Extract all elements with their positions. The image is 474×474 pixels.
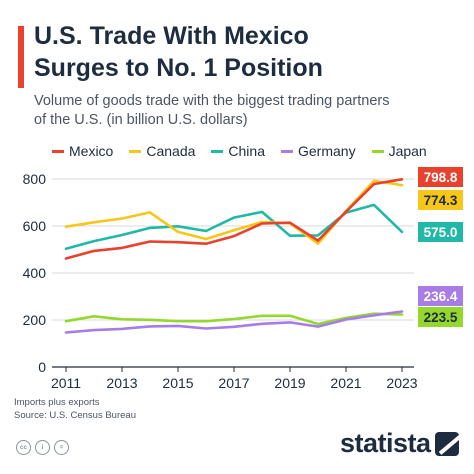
attribution-icon[interactable]: i	[35, 440, 50, 455]
y-tick-label-600: 600	[23, 218, 47, 234]
chart-title: U.S. Trade With Mexico Surges to No. 1 P…	[34, 20, 464, 84]
end-label-text-china: 575.0	[424, 225, 458, 240]
legend-swatch-germany	[281, 149, 293, 153]
legend-item-mexico: Mexico	[52, 143, 113, 159]
chart-legend: Mexico Canada China Germany Japan	[52, 143, 427, 159]
legend-label-china: China	[228, 143, 265, 159]
x-tick-label-2011: 2011	[51, 375, 81, 391]
series-line-germany	[64, 310, 404, 334]
no-derivatives-icon[interactable]: =	[54, 440, 69, 455]
legend-label-mexico: Mexico	[69, 143, 114, 159]
end-label-text-canada: 774.3	[424, 193, 458, 208]
end-label-japan: 223.5	[418, 307, 463, 327]
end-label-china: 575.0	[418, 222, 463, 242]
legend-item-canada: Canada	[129, 143, 195, 159]
x-tick-label-2019: 2019	[274, 375, 305, 391]
end-label-canada: 774.3	[418, 190, 463, 210]
x-tick-label-2017: 2017	[218, 375, 249, 391]
statista-mark-icon	[434, 431, 459, 456]
y-tick-label-200: 200	[23, 312, 47, 328]
legend-swatch-china	[211, 149, 224, 153]
title-line-1: U.S. Trade With Mexico	[34, 22, 309, 50]
end-label-mexico: 798.8	[418, 167, 463, 187]
end-label-box-canada	[418, 190, 463, 210]
end-label-box-japan	[418, 307, 463, 327]
end-label-text-germany: 236.4	[424, 289, 458, 304]
x-tick-label-2021: 2021	[330, 375, 361, 391]
end-label-text-japan: 223.5	[424, 310, 458, 325]
legend-swatch-mexico	[52, 149, 64, 153]
subtitle-line-1: Volume of goods trade with the biggest t…	[34, 93, 390, 109]
accent-bar	[18, 26, 24, 88]
legend-item-germany: Germany	[281, 143, 356, 159]
x-tick-label-2015: 2015	[162, 375, 193, 391]
end-label-box-germany	[418, 286, 463, 306]
end-label-text-mexico: 798.8	[424, 170, 458, 185]
subtitle-line-2: of the U.S. (in billion U.S. dollars)	[34, 112, 248, 128]
creative-commons-icon[interactable]: cc	[16, 440, 31, 455]
note-imports-exports: Imports plus exports	[14, 397, 100, 408]
y-tick-label-800: 800	[23, 171, 47, 187]
y-tick-label-0: 0	[38, 359, 46, 375]
x-tick-label-2023: 2023	[386, 375, 417, 391]
legend-label-canada: Canada	[146, 143, 196, 159]
line-chart: 0 200 400 600 800 2011 2013 2015 2017 2019 2021 202…	[23, 167, 463, 391]
y-tick-label-400: 400	[23, 265, 47, 281]
brand-name: statista	[340, 428, 431, 458]
end-label-box-mexico	[418, 167, 463, 187]
series-line-mexico	[64, 177, 404, 260]
license-icons: cc i =	[16, 440, 69, 455]
end-label-box-china	[418, 222, 463, 242]
legend-swatch-japan	[371, 149, 384, 153]
series-line-china	[64, 203, 404, 251]
series-line-japan	[64, 312, 404, 326]
note-source: Source: U.S. Census Bureau	[14, 410, 136, 421]
legend-item-japan: Japan	[371, 143, 427, 159]
legend-item-china: China	[211, 143, 265, 159]
chart-notes: Imports plus exports Source: U.S. Census…	[14, 396, 136, 422]
statista-logo[interactable]: statista	[340, 428, 459, 459]
legend-swatch-canada	[129, 149, 142, 153]
chart-subtitle: Volume of goods trade with the biggest t…	[34, 92, 464, 130]
end-label-germany: 236.4	[418, 286, 463, 306]
legend-label-germany: Germany	[298, 143, 356, 159]
legend-label-japan: Japan	[388, 143, 427, 159]
x-tick-label-2013: 2013	[106, 375, 137, 391]
title-line-2: Surges to No. 1 Position	[34, 54, 323, 82]
